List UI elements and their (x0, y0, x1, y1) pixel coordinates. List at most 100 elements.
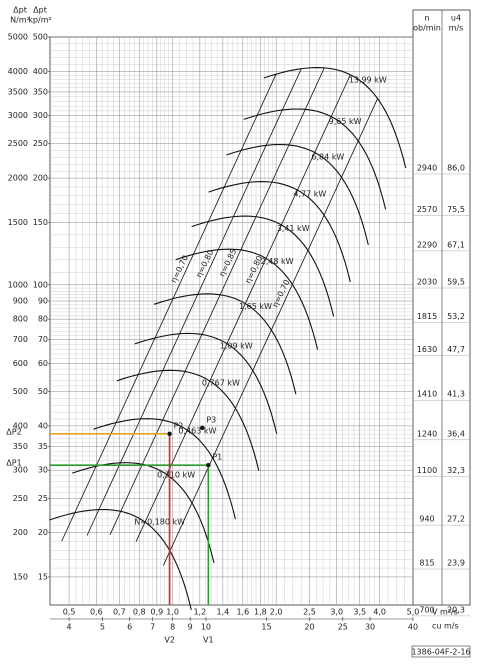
power-label: 4,77 kW (293, 190, 326, 199)
speed-u4: 75,5 (447, 205, 465, 214)
y-tick-label: 500 (13, 387, 28, 396)
power-label: 9,65 kW (329, 117, 362, 126)
y-unit: N/m² (10, 16, 30, 25)
speed-u4: 59,5 (447, 278, 465, 287)
speed-u4: 41,3 (447, 390, 465, 399)
speed-n: 1100 (417, 466, 437, 475)
speed-curve (93, 418, 236, 520)
y-tick-label: 250 (13, 494, 28, 503)
x2-tick-label: 30 (365, 623, 375, 632)
y2-tick-label: 500 (33, 33, 48, 42)
y2-tick-label: 50 (38, 387, 48, 396)
speed-u4: 32,3 (447, 466, 465, 475)
efficiency-line (135, 74, 351, 542)
speed-n: 2940 (417, 163, 437, 172)
x2-tick-label: 8 (170, 623, 175, 632)
speed-n: 2290 (417, 240, 437, 249)
speed-n: 2570 (417, 205, 437, 214)
y2-tick-label: 25 (38, 494, 48, 503)
point-x-label: V1 (203, 636, 214, 645)
speed-u4: 67,1 (447, 240, 465, 249)
y2-tick-label: 300 (33, 111, 48, 120)
point-label: P3 (206, 415, 216, 424)
y-tick-label: 3000 (8, 111, 28, 120)
y-tick-label: 3500 (8, 87, 28, 96)
y2-tick-label: 40 (38, 421, 48, 430)
y-tick-label: 150 (13, 572, 28, 581)
x2-tick-label: 4 (67, 623, 72, 632)
x-tick-label: 0,9 (151, 608, 164, 617)
x2-tick-label: 9 (188, 623, 193, 632)
y2-tick-label: 90 (38, 297, 48, 306)
y-tick-label: 700 (13, 335, 28, 344)
speed-u4: 20,3 (447, 605, 465, 614)
x-tick-label: 2,0 (270, 608, 283, 617)
y2-tick-label: 150 (33, 218, 48, 227)
n-title: n (424, 14, 429, 23)
power-label: 1,65 kW (239, 302, 272, 311)
operating-point (206, 462, 211, 468)
x2-tick-label: 10 (201, 623, 211, 632)
power-label: 0,767 kW (202, 378, 240, 387)
point-x-label: V2 (164, 636, 175, 645)
y-tick-label: 800 (13, 315, 28, 324)
speed-n: 940 (419, 515, 434, 524)
y2-title: Δpt (33, 6, 47, 15)
point-y-label: ΔP2 (6, 427, 21, 436)
y-tick-label: 400 (13, 421, 28, 430)
speed-u4: 23,9 (447, 559, 465, 568)
speed-n: 1240 (417, 429, 437, 438)
y-tick-label: 2000 (8, 174, 28, 183)
speed-curve (208, 181, 351, 283)
point-y-label: ΔP1 (6, 459, 21, 468)
speed-curve (116, 369, 260, 471)
y2-tick-label: 400 (33, 67, 48, 76)
speed-curve (263, 67, 407, 169)
power-label: 0,463 kW (178, 427, 216, 436)
x2-unit: cu m/s (432, 622, 459, 631)
power-label: 1,09 kW (220, 341, 253, 350)
speed-n: 2030 (417, 278, 437, 287)
y2-tick-label: 60 (38, 359, 48, 368)
stamp: 1386-04F-2-16 (411, 648, 470, 657)
y-tick-label: 4000 (8, 67, 28, 76)
x-tick-label: 1,2 (193, 608, 206, 617)
x-tick-label: 1,4 (217, 608, 230, 617)
speed-curve (191, 215, 335, 317)
speed-curve (226, 143, 369, 246)
x-tick-label: 1,6 (236, 608, 249, 617)
efficiency-line (61, 74, 277, 542)
y2-tick-label: 70 (38, 335, 48, 344)
power-label: 2,48 kW (261, 257, 294, 266)
y2-tick-label: 350 (33, 87, 48, 96)
y-tick-label: 300 (13, 466, 28, 475)
speed-curve (134, 332, 278, 434)
efficiency-line (162, 98, 378, 566)
point-label: P1 (212, 453, 222, 462)
speed-curve (49, 508, 192, 611)
y-tick-label: 600 (13, 359, 28, 368)
x2-tick-label: 6 (127, 623, 132, 632)
y2-tick-label: 30 (38, 466, 48, 475)
speed-n: 815 (419, 559, 434, 568)
x-tick-label: 4,0 (373, 608, 386, 617)
n-unit: ob/min (413, 24, 441, 33)
power-label: 13,99 kW (349, 76, 387, 85)
speed-u4: 36,4 (447, 429, 465, 438)
y-tick-label: 1500 (8, 218, 28, 227)
power-label: 3,41 kW (277, 224, 310, 233)
u4-unit: m/s (449, 24, 464, 33)
operating-point (200, 425, 205, 431)
x-tick-label: 3,0 (330, 608, 343, 617)
x-tick-label: 0,6 (90, 608, 103, 617)
point-label: P2 (174, 421, 184, 430)
x2-tick-label: 20 (304, 623, 314, 632)
x-unit: V m³/s (432, 608, 458, 617)
x2-tick-label: 40 (408, 623, 418, 632)
speed-n: 1630 (417, 345, 437, 354)
y2-tick-label: 15 (38, 572, 48, 581)
x-tick-label: 1,8 (254, 608, 267, 617)
x-tick-label: 3,5 (353, 608, 366, 617)
speed-u4: 53,2 (447, 312, 465, 321)
